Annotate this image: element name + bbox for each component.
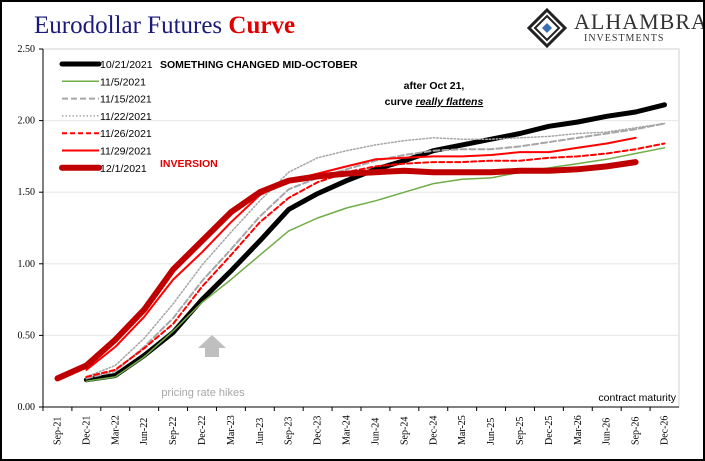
x-tick-label: Sep-24 <box>399 417 410 445</box>
annotation-hikes: pricing rate hikes <box>161 387 245 399</box>
up-arrow-icon <box>198 335 226 357</box>
legend-label: 10/21/2021 <box>100 59 153 71</box>
x-tick-label: Sep-23 <box>284 417 295 445</box>
y-tick-label: 0.50 <box>18 330 36 341</box>
chart-title: Eurodollar Futures Curve <box>34 12 295 40</box>
x-tick-label: Jun-23 <box>255 418 266 445</box>
x-tick-label: Jun-26 <box>602 418 613 445</box>
legend-label: 11/26/2021 <box>100 128 152 140</box>
series-line <box>85 122 666 378</box>
x-tick-label: Jun-24 <box>370 418 381 445</box>
x-axis-label: contract maturity <box>598 392 676 404</box>
legend-label: 11/15/2021 <box>100 94 152 106</box>
logo-subtitle: INVESTMENTS <box>584 33 665 44</box>
x-tick-label: Sep-25 <box>515 417 526 445</box>
x-tick-label: Dec-21 <box>81 416 92 445</box>
y-tick-label: 2.00 <box>18 116 36 127</box>
x-tick-label: Mar-23 <box>226 415 237 445</box>
legend-label: 12/1/2021 <box>100 163 147 175</box>
x-tick-label: Mar-22 <box>110 415 121 445</box>
annotation-inversion: INVERSION <box>160 158 218 170</box>
legend-label: 11/29/2021 <box>100 146 152 158</box>
y-tick-label: 2.50 <box>18 44 36 55</box>
flatten-emphasis: really flattens <box>416 96 484 108</box>
legend-label: 11/22/2021 <box>100 111 152 123</box>
x-tick-label: Sep-26 <box>631 417 642 445</box>
series-line <box>85 122 666 380</box>
x-tick-label: Dec-23 <box>313 416 324 445</box>
title-accent: Curve <box>228 12 296 39</box>
annotation-flatten-line2: curve really flattens <box>385 96 484 108</box>
x-tick-label: Dec-25 <box>544 416 555 445</box>
x-tick-label: Jun-25 <box>486 418 497 445</box>
x-tick-label: Dec-22 <box>197 416 208 445</box>
x-tick-label: Sep-21 <box>52 417 63 445</box>
diamond-logo-icon <box>526 7 568 49</box>
x-tick-label: Jun-22 <box>139 418 150 445</box>
series-line <box>85 142 666 378</box>
annotation-flatten-line1: after Oct 21, <box>404 80 465 92</box>
x-tick-label: Mar-24 <box>342 415 353 445</box>
series-line <box>83 102 667 383</box>
logo-name: ALHAMBRA <box>574 9 705 34</box>
series-line <box>85 147 666 382</box>
legend-label: 11/5/2021 <box>100 76 146 88</box>
series-line <box>85 136 637 371</box>
flatten-prefix: curve <box>385 96 416 108</box>
alhambra-logo: ALHAMBRA INVESTMENTS <box>526 7 705 49</box>
y-tick-label: 1.00 <box>18 259 36 270</box>
x-tick-label: Dec-26 <box>660 416 671 445</box>
y-tick-label: 1.50 <box>18 187 36 198</box>
title-main: Eurodollar Futures <box>34 12 229 39</box>
x-tick-label: Mar-26 <box>573 415 584 445</box>
y-tick-label: 0.00 <box>18 402 36 413</box>
series-line <box>54 159 639 382</box>
x-tick-label: Mar-25 <box>457 415 468 445</box>
annotation-changed: SOMETHING CHANGED MID-OCTOBER <box>160 59 358 71</box>
x-tick-label: Dec-24 <box>428 416 439 445</box>
x-tick-label: Sep-22 <box>168 417 179 445</box>
